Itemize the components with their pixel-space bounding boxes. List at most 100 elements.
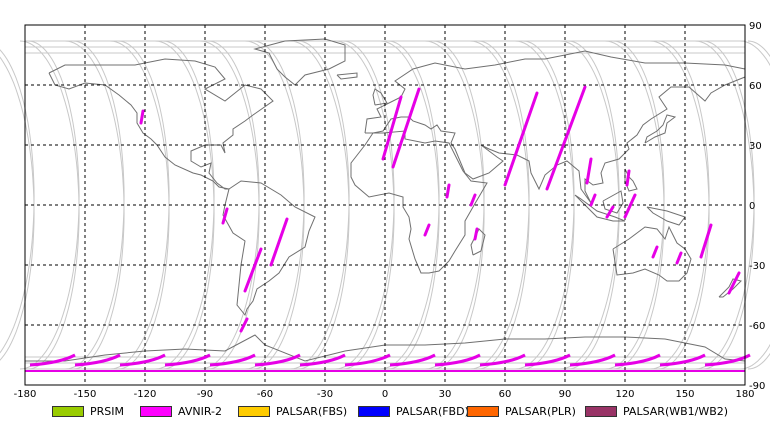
lat-lon-grid (25, 25, 745, 385)
lon-tick-label: -120 (134, 389, 157, 400)
legend-label: PALSAR(WB1/WB2) (623, 404, 729, 418)
legend-swatch (140, 405, 172, 417)
legend: PRSIM AVNIR-2 PALSAR(FBS) PALSAR(FBD) PA… (0, 400, 770, 422)
avnir2-polar-swath (614, 353, 661, 367)
avnir2-swath (243, 247, 263, 293)
avnir2-swath (381, 95, 403, 161)
lon-tick-label: -150 (74, 389, 97, 400)
legend-item-palsar-wb: PALSAR(WB1/WB2) (585, 403, 728, 419)
avnir2-polar-swath (524, 353, 571, 367)
avnir2-polar-swath (74, 353, 121, 367)
avnir2-swath (605, 205, 615, 219)
avnir2-swath (391, 87, 421, 169)
lat-tick-label: 0 (749, 201, 755, 212)
coastline (365, 76, 746, 204)
lon-tick-label: 90 (559, 389, 572, 400)
lon-tick-label: 30 (439, 389, 452, 400)
avnir2-swath (269, 217, 289, 267)
legend-label: PALSAR(FBD) (396, 404, 469, 418)
orbit-track (739, 40, 770, 370)
latitude-tick-labels: 90 60 30 0 -30 -60 -90 (749, 21, 765, 392)
lon-tick-label: 0 (382, 389, 388, 400)
observation-swaths (25, 85, 751, 372)
legend-item-palsar-plr: PALSAR(PLR) (467, 403, 576, 419)
coastline (718, 278, 742, 298)
avnir2-polar-swath (389, 353, 436, 367)
lat-tick-label: 60 (749, 81, 762, 92)
legend-item-palsar-fbs: PALSAR(FBS) (238, 403, 347, 419)
legend-swatch (358, 405, 390, 417)
coastline (253, 38, 346, 86)
avnir2-swath (623, 193, 637, 219)
avnir2-swath (545, 85, 587, 191)
avnir2-swath (423, 223, 431, 237)
lat-tick-label: 90 (749, 21, 762, 32)
coastline (222, 180, 316, 317)
avnir2-swath (585, 157, 593, 185)
avnir2-swath (699, 223, 713, 259)
coastline (48, 58, 274, 190)
avnir2-swath (727, 271, 741, 295)
lon-tick-label: -30 (317, 389, 333, 400)
avnir2-polar-swath (119, 353, 166, 367)
lon-tick-label: -60 (257, 389, 273, 400)
legend-swatch (52, 405, 84, 417)
coastline (574, 194, 626, 222)
avnir2-polar-swath (299, 353, 346, 367)
avnir2-polar-swath (29, 353, 76, 367)
avnir2-polar-swath (344, 353, 391, 367)
coastlines (25, 38, 746, 362)
avnir2-swath (239, 317, 249, 333)
lon-tick-label: 150 (675, 389, 694, 400)
legend-label: PALSAR(PLR) (505, 404, 576, 418)
legend-item-palsar-fbd: PALSAR(FBD) (358, 403, 469, 419)
legend-item-prism: PRSIM (52, 403, 124, 419)
coastline (350, 130, 488, 274)
coastline (48, 72, 230, 190)
avnir2-swath (221, 207, 229, 225)
avnir2-swath (139, 109, 145, 125)
legend-label: AVNIR-2 (178, 404, 222, 418)
coastline (336, 72, 358, 80)
avnir2-polar-swath (209, 353, 256, 367)
orbit-track (694, 40, 755, 370)
coastline (644, 114, 677, 144)
avnir2-polar-swath (164, 353, 211, 367)
avnir2-swath (503, 91, 539, 187)
legend-swatch (585, 405, 617, 417)
lon-tick-label: -90 (197, 389, 213, 400)
legend-label: PALSAR(FBS) (276, 404, 348, 418)
avnir2-swath (625, 169, 631, 187)
avnir2-swath (589, 193, 597, 207)
lat-tick-label: 30 (749, 141, 762, 152)
coastline (602, 190, 624, 214)
orbit-track (0, 49, 35, 354)
avnir2-polar-swath (254, 353, 301, 367)
legend-swatch (238, 405, 270, 417)
coastline (612, 225, 692, 282)
lon-tick-label: 60 (499, 389, 512, 400)
avnir2-polar-swath (704, 353, 751, 367)
lat-tick-label: -30 (749, 261, 765, 272)
legend-label: PRSIM (90, 404, 124, 418)
avnir2-swath (445, 183, 451, 199)
coastline (364, 50, 746, 134)
coastline (646, 206, 686, 226)
lon-tick-label: 120 (615, 389, 634, 400)
avnir2-swath (469, 193, 477, 207)
avnir2-swath (675, 251, 683, 265)
lon-tick-label: -180 (14, 389, 37, 400)
orbit-track (739, 40, 770, 370)
orbit-track (0, 56, 35, 361)
lat-tick-label: -60 (749, 321, 765, 332)
lat-tick-label: -90 (749, 381, 765, 392)
map-frame (24, 24, 746, 386)
avnir2-polar-swath (659, 353, 706, 367)
legend-swatch (467, 405, 499, 417)
avnir2-swath (473, 227, 479, 241)
avnir2-swath (651, 245, 659, 259)
coastline (470, 228, 486, 256)
longitude-tick-labels: -180 -150 -120 -90 -60 -30 0 30 60 90 120 150 180 (14, 389, 755, 400)
avnir2-polar-swath (569, 353, 616, 367)
